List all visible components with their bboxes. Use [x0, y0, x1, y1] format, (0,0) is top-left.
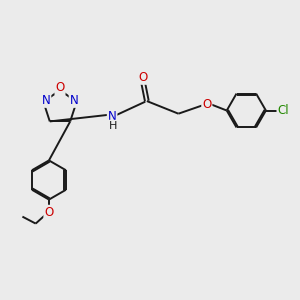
Text: O: O [202, 98, 212, 111]
Text: N: N [70, 94, 78, 107]
Text: Cl: Cl [278, 104, 289, 117]
Text: N: N [108, 110, 116, 123]
Text: O: O [138, 71, 148, 84]
Text: O: O [56, 81, 64, 94]
Text: H: H [109, 121, 117, 131]
Text: N: N [42, 94, 50, 107]
Text: O: O [44, 206, 54, 219]
